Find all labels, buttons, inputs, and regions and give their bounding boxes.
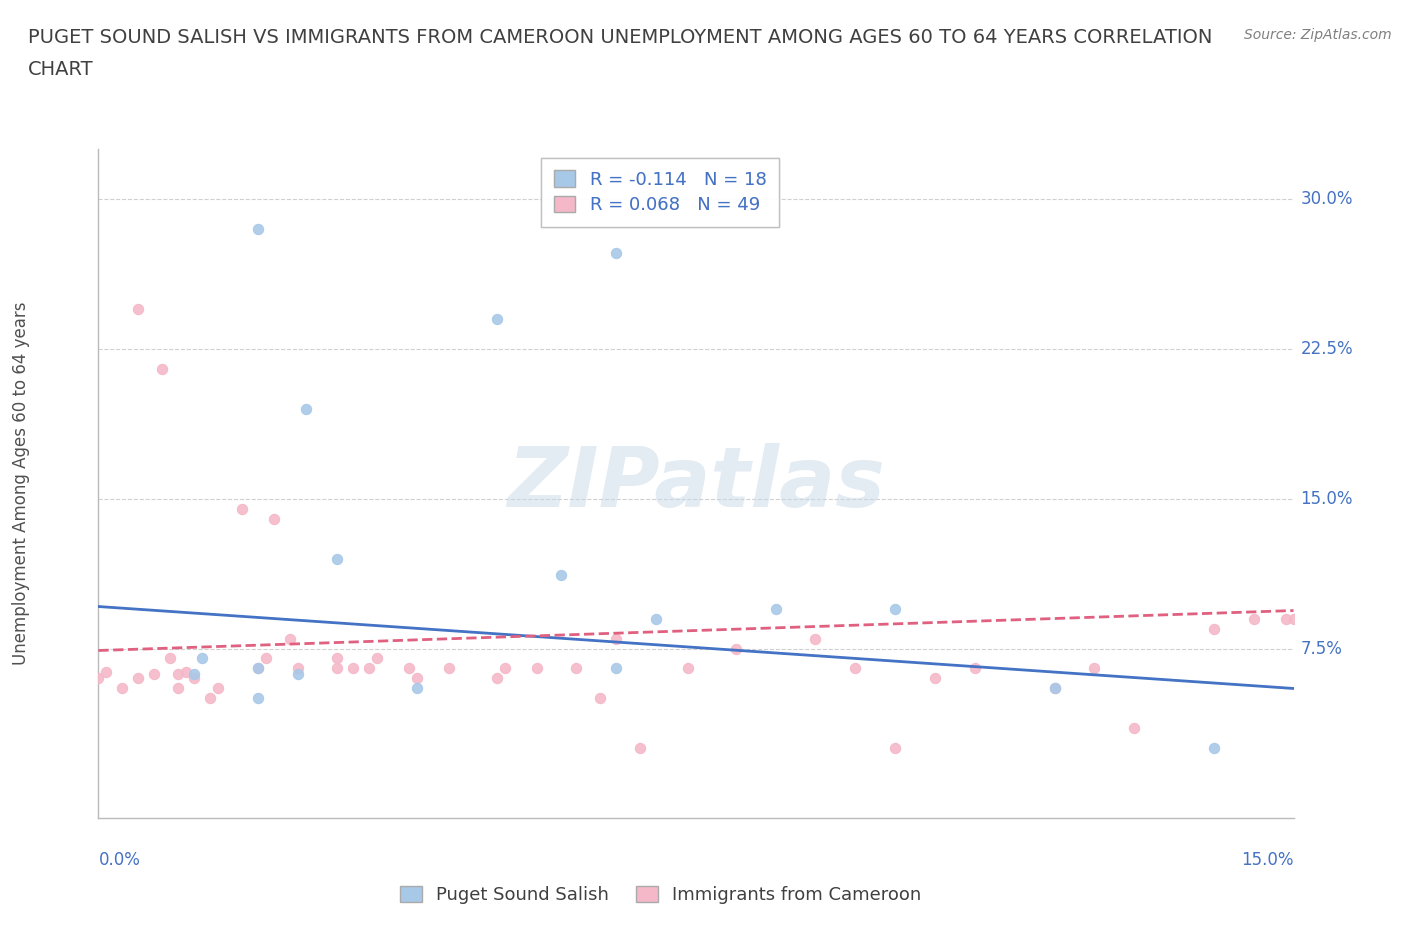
- Text: 0.0%: 0.0%: [98, 851, 141, 869]
- Point: [326, 551, 349, 566]
- Point: [198, 691, 221, 706]
- Point: [183, 671, 205, 686]
- Point: [207, 681, 229, 696]
- Point: [127, 671, 149, 686]
- Legend: Puget Sound Salish, Immigrants from Cameroon: Puget Sound Salish, Immigrants from Came…: [392, 879, 929, 911]
- Point: [150, 361, 173, 376]
- Text: Unemployment Among Ages 60 to 64 years: Unemployment Among Ages 60 to 64 years: [13, 302, 30, 665]
- Point: [294, 401, 316, 416]
- Text: 15.0%: 15.0%: [1301, 489, 1353, 508]
- Text: 30.0%: 30.0%: [1301, 190, 1353, 207]
- Point: [605, 246, 627, 260]
- Text: 7.5%: 7.5%: [1301, 640, 1343, 658]
- Point: [550, 567, 572, 582]
- Text: 22.5%: 22.5%: [1301, 339, 1353, 358]
- Point: [676, 661, 699, 676]
- Point: [111, 681, 134, 696]
- Text: PUGET SOUND SALISH VS IMMIGRANTS FROM CAMEROON UNEMPLOYMENT AMONG AGES 60 TO 64 : PUGET SOUND SALISH VS IMMIGRANTS FROM CA…: [28, 28, 1212, 46]
- Point: [605, 631, 627, 646]
- Point: [1043, 681, 1066, 696]
- Point: [159, 651, 181, 666]
- Text: Source: ZipAtlas.com: Source: ZipAtlas.com: [1244, 28, 1392, 42]
- Point: [231, 501, 253, 516]
- Point: [1043, 681, 1066, 696]
- Point: [287, 667, 309, 682]
- Point: [605, 661, 627, 676]
- Point: [645, 611, 668, 626]
- Point: [326, 661, 349, 676]
- Text: 15.0%: 15.0%: [1241, 851, 1294, 869]
- Point: [246, 661, 269, 676]
- Point: [167, 667, 190, 682]
- Point: [924, 671, 946, 686]
- Point: [263, 512, 285, 526]
- Point: [406, 671, 429, 686]
- Point: [485, 312, 508, 326]
- Point: [494, 661, 516, 676]
- Point: [884, 601, 907, 616]
- Point: [1123, 721, 1146, 736]
- Point: [183, 667, 205, 682]
- Point: [804, 631, 827, 646]
- Legend: R = -0.114   N = 18, R = 0.068   N = 49: R = -0.114 N = 18, R = 0.068 N = 49: [541, 158, 779, 227]
- Point: [437, 661, 460, 676]
- Point: [844, 661, 866, 676]
- Point: [278, 631, 301, 646]
- Point: [628, 741, 651, 756]
- Point: [191, 651, 214, 666]
- Point: [167, 681, 190, 696]
- Point: [1202, 621, 1225, 636]
- Point: [246, 691, 269, 706]
- Text: ZIPatlas: ZIPatlas: [508, 443, 884, 525]
- Point: [326, 651, 349, 666]
- Point: [398, 661, 420, 676]
- Point: [485, 671, 508, 686]
- Point: [342, 661, 364, 676]
- Point: [87, 671, 110, 686]
- Point: [526, 661, 548, 676]
- Point: [406, 681, 429, 696]
- Point: [1243, 611, 1265, 626]
- Point: [174, 665, 197, 680]
- Point: [724, 641, 747, 656]
- Point: [246, 221, 269, 236]
- Point: [96, 665, 118, 680]
- Point: [565, 661, 588, 676]
- Point: [287, 661, 309, 676]
- Point: [366, 651, 388, 666]
- Point: [1274, 611, 1296, 626]
- Point: [765, 601, 787, 616]
- Point: [246, 661, 269, 676]
- Text: CHART: CHART: [28, 60, 94, 79]
- Point: [254, 651, 277, 666]
- Point: [963, 661, 986, 676]
- Point: [589, 691, 612, 706]
- Point: [143, 667, 166, 682]
- Point: [1282, 611, 1305, 626]
- Point: [1083, 661, 1105, 676]
- Point: [884, 741, 907, 756]
- Point: [127, 301, 149, 316]
- Point: [359, 661, 381, 676]
- Point: [1202, 741, 1225, 756]
